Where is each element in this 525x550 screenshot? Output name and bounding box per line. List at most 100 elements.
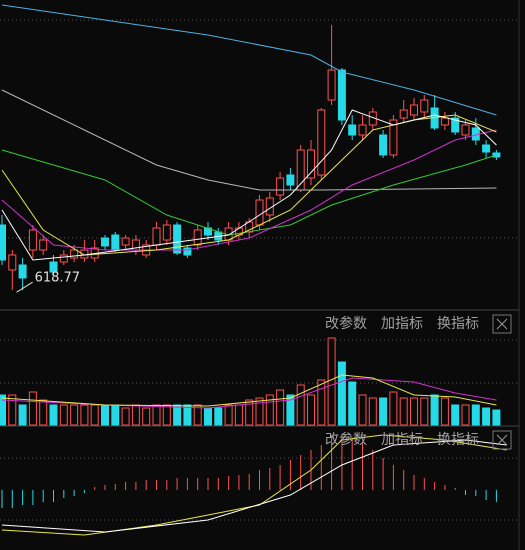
candle-body	[482, 144, 491, 153]
candle-body	[276, 177, 285, 196]
candle-body	[111, 234, 120, 251]
volume-bar	[49, 404, 58, 426]
candle-body	[101, 237, 109, 247]
volume-bar	[389, 391, 398, 426]
candle-body	[389, 119, 398, 156]
volume-bar	[70, 404, 79, 426]
candle-body	[410, 104, 418, 116]
toolbar-button: 换指标	[437, 431, 479, 448]
candle-body	[193, 229, 202, 246]
candle-body	[420, 99, 429, 113]
volume-bar	[286, 394, 295, 426]
candle-body	[379, 134, 388, 156]
volume-bar	[39, 399, 48, 426]
candle-body	[337, 69, 346, 121]
volume-bar	[8, 394, 17, 426]
candle-body	[255, 199, 264, 226]
volume-bar	[461, 404, 470, 426]
candle-body	[183, 247, 192, 256]
indicator-line	[1, 129, 497, 251]
candle-body	[286, 174, 295, 186]
volume-bar	[28, 391, 37, 426]
volume-bar	[440, 397, 449, 426]
candle-body	[317, 109, 326, 176]
volume-bar	[90, 404, 99, 426]
candle-body	[39, 239, 48, 251]
candle-body	[327, 69, 336, 101]
volume-bar	[234, 404, 243, 426]
volume-bar	[18, 404, 27, 426]
volume-bar	[276, 389, 285, 426]
volume-bar	[193, 404, 202, 426]
indicator-line	[1, 89, 497, 191]
volume-bar	[296, 384, 305, 426]
volume-bar	[121, 407, 130, 426]
candle-body	[0, 224, 6, 261]
volume-bar	[399, 397, 408, 426]
candle-body	[59, 254, 68, 263]
close-icon	[496, 318, 508, 330]
indicator-line	[1, 114, 497, 256]
volume-bar	[214, 407, 223, 426]
volume-bar	[245, 399, 254, 426]
candle-body	[121, 237, 130, 246]
volume-bar	[337, 361, 346, 426]
volume-bar	[59, 404, 68, 426]
indicator-line	[1, 4, 497, 116]
indicator-line	[1, 377, 497, 409]
close-button	[492, 314, 512, 334]
candle-body	[173, 224, 182, 254]
candle-body	[348, 124, 357, 136]
candle-body	[399, 109, 408, 119]
volume-bar	[255, 397, 264, 426]
candle-body	[8, 254, 17, 271]
volume-bar	[368, 397, 377, 426]
candle-body	[80, 249, 89, 259]
candle-body	[440, 117, 449, 126]
indicator-line	[1, 374, 497, 407]
candle-body	[451, 117, 460, 133]
volume-bar	[358, 394, 367, 426]
candle-body	[461, 124, 470, 136]
volume-bar	[265, 394, 274, 426]
volume-bar	[317, 379, 326, 426]
candle-body	[307, 149, 315, 179]
toolbar-button: 加指标	[381, 432, 423, 448]
candle-body	[28, 229, 37, 251]
candle-body	[358, 124, 367, 136]
volume-bar	[183, 404, 192, 426]
toolbar-button: 改参数	[325, 431, 367, 448]
volume-bar	[0, 394, 6, 426]
close-button	[492, 430, 512, 450]
low-price-label: 618.77	[35, 271, 81, 286]
close-icon	[496, 434, 508, 446]
volume-bar	[482, 407, 491, 426]
volume-bar	[471, 404, 480, 426]
volume-bar	[101, 404, 109, 426]
volume-bar	[307, 394, 315, 426]
volume-bar	[410, 397, 418, 426]
volume-bar	[162, 404, 171, 426]
toolbar-button: 改参数	[325, 315, 367, 332]
candle-body	[70, 249, 79, 259]
volume-bar	[348, 381, 357, 426]
annotation-arrow	[16, 281, 33, 293]
volume-bar	[80, 404, 89, 426]
volume-bar	[492, 409, 501, 426]
volume-bar	[173, 404, 182, 426]
volume-bar	[142, 407, 151, 426]
volume-bar	[420, 397, 429, 426]
volume-bar	[327, 337, 336, 426]
candle-body	[152, 227, 161, 246]
indicator-line	[1, 434, 507, 536]
volume-bar	[430, 394, 439, 426]
indicator-line	[1, 439, 507, 533]
candle-body	[49, 261, 58, 273]
toolbar-button: 换指标	[437, 315, 479, 332]
volume-bar	[379, 397, 388, 426]
volume-bar	[131, 404, 140, 426]
candle-body	[18, 264, 27, 279]
toolbar-button: 加指标	[381, 316, 423, 332]
